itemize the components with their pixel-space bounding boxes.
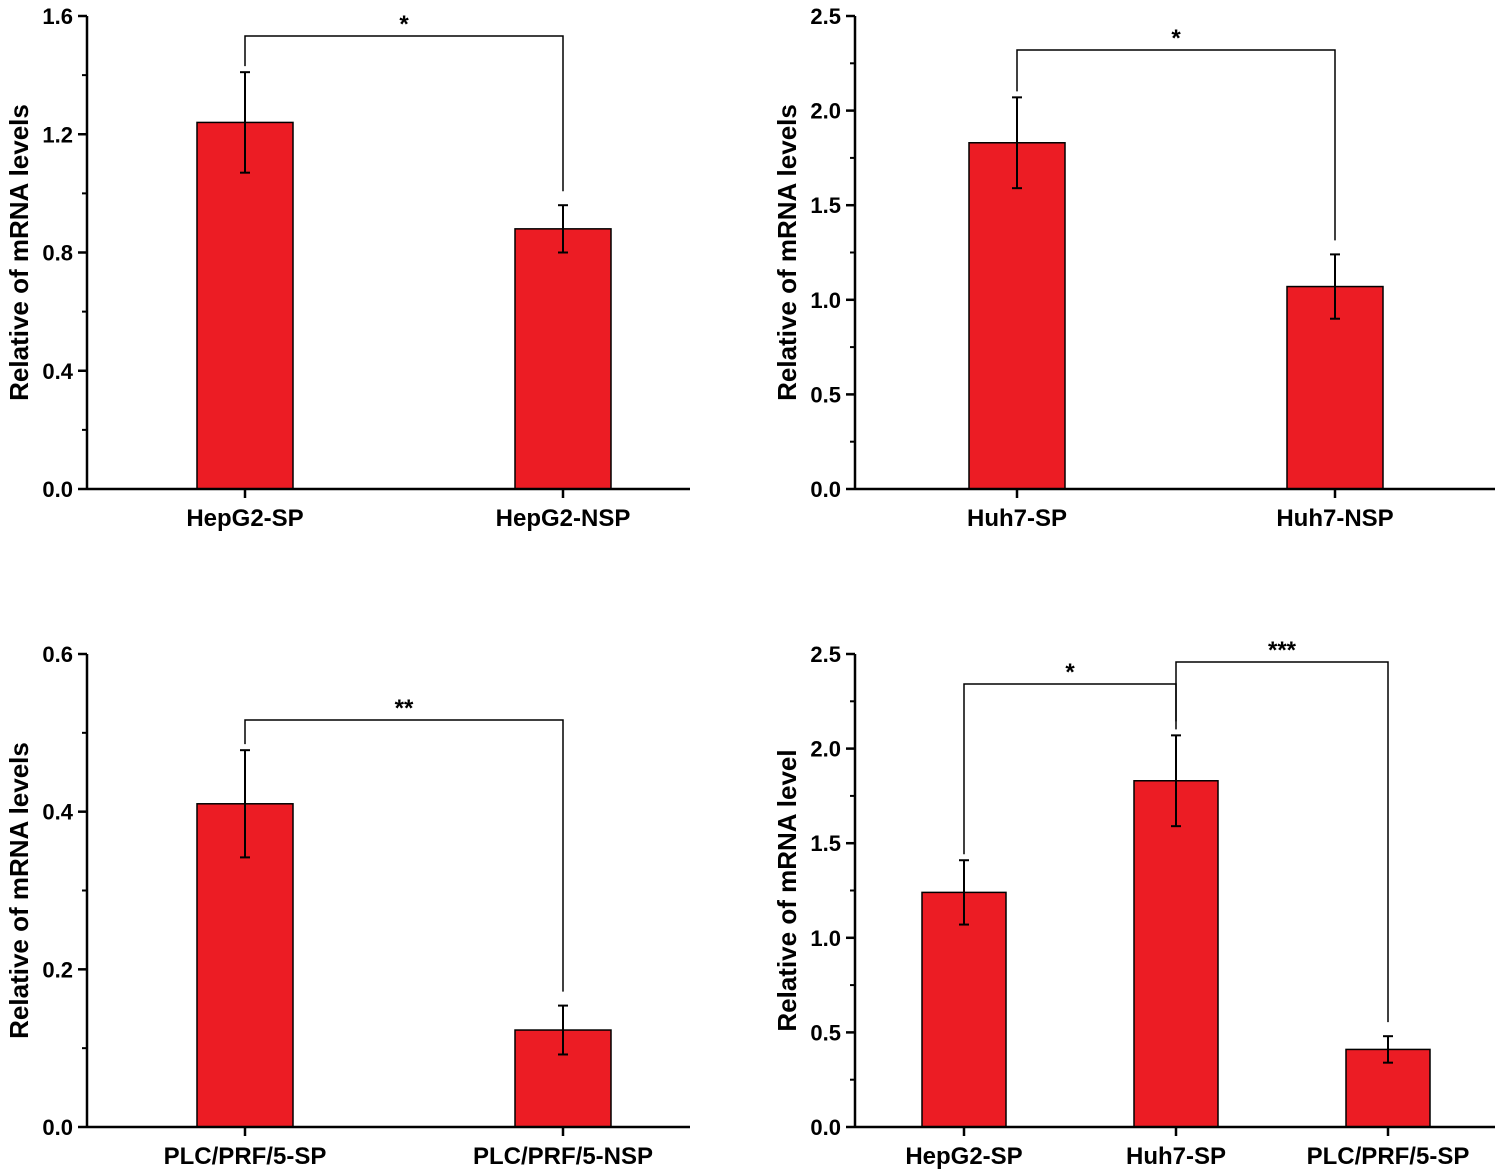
significance-bracket-0 <box>244 719 564 992</box>
y-tick-label-2: 1.0 <box>810 288 841 313</box>
y-tick-label-3: 1.5 <box>810 831 841 856</box>
y-axis-title: Relative of mRNA levels <box>4 104 34 401</box>
y-tick-label-0: 0.0 <box>42 1115 73 1140</box>
y-tick-label-1: 0.5 <box>810 382 841 407</box>
x-category-label-0: HepG2-SP <box>186 505 303 532</box>
y-tick-label-0: 0.0 <box>810 477 841 502</box>
x-category-label-0: PLC/PRF/5-SP <box>164 1143 327 1170</box>
bar-1 <box>1286 285 1384 490</box>
y-axis-title: Relative of mRNA levels <box>772 104 802 401</box>
y-tick-label-3: 1.2 <box>42 122 73 147</box>
chart-hepg2: 0.0 0.4 0.8 1.2 1.6 HepG2-SP HepG2-NSP Relative… <box>4 4 690 532</box>
x-category-label-1: PLC/PRF/5-NSP <box>473 1143 653 1170</box>
y-tick-label-4: 2.0 <box>810 737 841 762</box>
bar-1 <box>514 228 612 490</box>
x-category-label-0: HepG2-SP <box>905 1143 1022 1170</box>
y-tick-label-0: 0.0 <box>810 1115 841 1140</box>
y-tick-label-0: 0.0 <box>42 477 73 502</box>
y-tick-label-2: 0.8 <box>42 241 73 266</box>
x-category-label-1: HepG2-NSP <box>496 505 631 532</box>
significance-label-0: * <box>1171 25 1181 52</box>
bar-0 <box>196 121 294 490</box>
significance-label-0: * <box>399 11 409 38</box>
significance-bracket-0 <box>1016 49 1336 241</box>
chart-sp-comparison: 0.0 0.5 1.0 1.5 2.0 2.5 HepG2-SP Huh7-SP PLC/PRF… <box>772 637 1495 1170</box>
y-tick-label-1: 0.5 <box>810 1020 841 1045</box>
x-category-label-1: Huh7-NSP <box>1276 505 1393 532</box>
y-tick-label-5: 2.5 <box>810 4 841 29</box>
chart-plc-prf-5: 0.0 0.2 0.4 0.6 PLC/PRF/5-SP PLC/PRF/5-NSP Rel… <box>4 642 690 1170</box>
y-axis-title: Relative of mRNA level <box>772 749 802 1031</box>
y-tick-label-4: 1.6 <box>42 4 73 29</box>
chart-huh7: 0.0 0.5 1.0 1.5 2.0 2.5 Huh7-SP Huh7-NSP Relativ… <box>772 4 1495 532</box>
significance-label-0: ** <box>395 695 414 722</box>
y-axis-title: Relative of mRNA levels <box>4 742 34 1039</box>
bar-0 <box>968 142 1066 490</box>
y-tick-label-3: 0.6 <box>42 642 73 667</box>
significance-bracket-1 <box>1175 661 1389 1023</box>
bar-0 <box>921 891 1007 1128</box>
bar-1 <box>1133 780 1219 1128</box>
x-category-label-0: Huh7-SP <box>967 505 1067 532</box>
significance-label-0: * <box>1065 659 1075 686</box>
y-tick-label-5: 2.5 <box>810 642 841 667</box>
x-category-label-2: PLC/PRF/5-SP <box>1307 1143 1470 1170</box>
y-tick-label-1: 0.2 <box>42 957 73 982</box>
y-tick-label-3: 1.5 <box>810 193 841 218</box>
y-tick-label-2: 0.4 <box>42 800 73 825</box>
y-tick-label-4: 2.0 <box>810 99 841 124</box>
significance-bracket-0 <box>244 35 564 192</box>
y-tick-label-2: 1.0 <box>810 926 841 951</box>
y-tick-label-1: 0.4 <box>42 359 73 384</box>
x-category-label-1: Huh7-SP <box>1126 1143 1226 1170</box>
significance-label-1: *** <box>1268 637 1297 664</box>
